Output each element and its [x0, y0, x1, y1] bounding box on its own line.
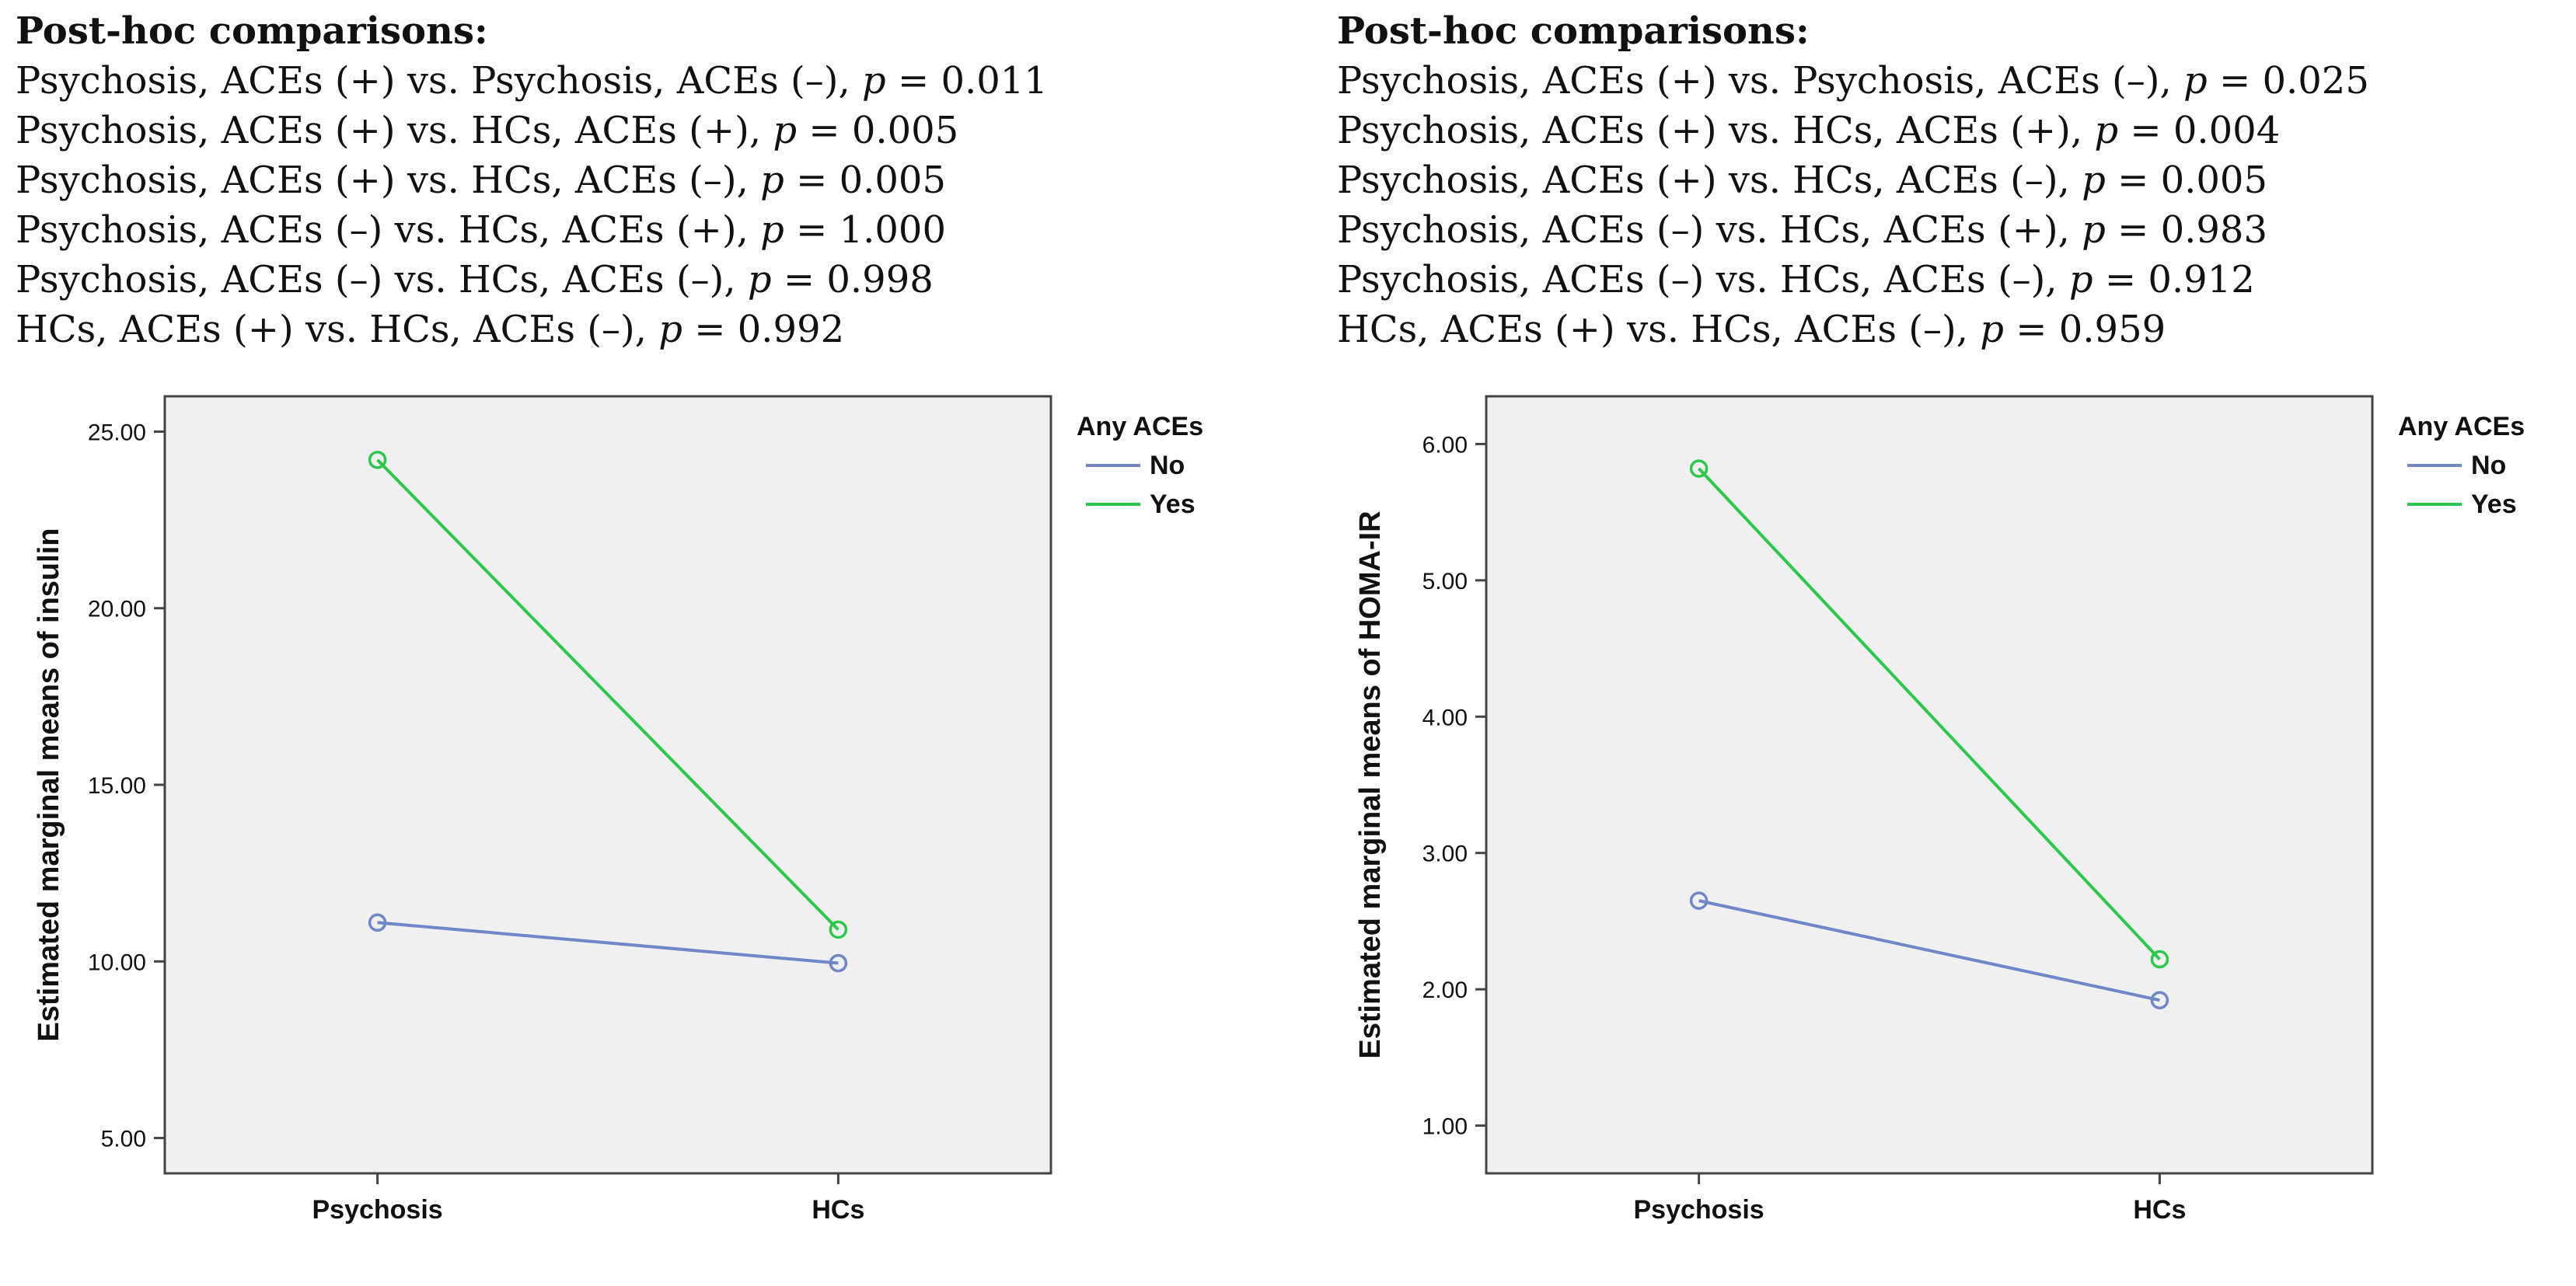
- data-point-no: [368, 913, 387, 932]
- y-tick-label: 10.00: [88, 950, 146, 975]
- y-tick-label: 4.00: [1422, 705, 1468, 730]
- comparison-line: Psychosis, ACEs (+) vs. Psychosis, ACEs …: [16, 59, 1048, 103]
- y-tick-label: 20.00: [88, 597, 146, 622]
- y-axis-label: Estimated marginal means of HOMA-IR: [1354, 511, 1387, 1058]
- legend-label-yes: Yes: [1150, 490, 1196, 519]
- y-tick-label: 25.00: [88, 420, 146, 445]
- x-tick-label: HCs: [2133, 1195, 2186, 1225]
- x-tick-label: Psychosis: [312, 1195, 442, 1225]
- comparison-line: HCs, ACEs (+) vs. HCs, ACEs (–), p = 0.9…: [1337, 308, 2166, 351]
- data-point-yes: [1689, 459, 1709, 478]
- y-tick-label: 5.00: [101, 1127, 146, 1152]
- y-tick-label: 5.00: [1422, 569, 1468, 594]
- homa-ir-panel: Post-hoc comparisons: Psychosis, ACEs (+…: [1321, 0, 2576, 1286]
- data-point-yes: [2150, 950, 2169, 969]
- series-line-no: [377, 921, 839, 965]
- legend-title: Any ACEs: [1077, 412, 1203, 441]
- comparisons-title: Post-hoc comparisons:: [16, 9, 488, 53]
- legend-title: Any ACEs: [2398, 412, 2525, 441]
- comparison-line: Psychosis, ACEs (+) vs. HCs, ACEs (–), p…: [1337, 159, 2268, 202]
- x-tick-label: HCs: [812, 1195, 864, 1225]
- legend-label-yes: Yes: [2471, 490, 2517, 519]
- data-point-no: [2150, 991, 2169, 1009]
- legend-label-no: No: [1150, 451, 1185, 480]
- y-axis-label: Estimated marginal means of insulin: [33, 528, 65, 1042]
- series-line-no: [1698, 899, 2160, 1002]
- y-tick-label: 3.00: [1422, 842, 1468, 867]
- insulin-line-chart: 5.00 10.00 15.00 20.00 25.00 Psychosis HCs Esti…: [33, 395, 1203, 1225]
- comparisons-title: Post-hoc comparisons:: [1337, 9, 1810, 53]
- plot-area: [1485, 395, 2374, 1175]
- data-point-no: [829, 953, 848, 973]
- data-point-yes: [829, 920, 848, 939]
- comparison-line: Psychosis, ACEs (–) vs. HCs, ACEs (–), p…: [1337, 258, 2255, 301]
- plot-area: [163, 395, 1052, 1175]
- comparison-line: Psychosis, ACEs (+) vs. HCs, ACEs (–), p…: [16, 159, 947, 202]
- y-tick-label: 1.00: [1422, 1114, 1468, 1140]
- series-line-yes: [376, 458, 839, 931]
- x-tick-label: Psychosis: [1633, 1195, 1764, 1225]
- data-point-no: [1689, 891, 1709, 910]
- comparison-line: Psychosis, ACEs (+) vs. HCs, ACEs (+), p…: [16, 109, 959, 152]
- y-tick-label: 15.00: [88, 773, 146, 799]
- insulin-panel: Post-hoc comparisons: Psychosis, ACEs (+…: [0, 0, 1275, 1286]
- post-hoc-comparisons: Post-hoc comparisons: Psychosis, ACEs (+…: [1337, 6, 2369, 354]
- comparison-line: HCs, ACEs (+) vs. HCs, ACEs (–), p = 0.9…: [16, 308, 845, 351]
- comparison-line: Psychosis, ACEs (–) vs. HCs, ACEs (–), p…: [16, 258, 934, 301]
- comparison-line: Psychosis, ACEs (+) vs. Psychosis, ACEs …: [1337, 59, 2369, 103]
- data-point-yes: [368, 451, 387, 469]
- series-line-yes: [1698, 467, 2161, 960]
- legend-label-no: No: [2471, 451, 2506, 480]
- comparison-line: Psychosis, ACEs (–) vs. HCs, ACEs (+), p…: [1337, 208, 2268, 252]
- comparison-line: Psychosis, ACEs (+) vs. HCs, ACEs (+), p…: [1337, 109, 2281, 152]
- post-hoc-comparisons: Post-hoc comparisons: Psychosis, ACEs (+…: [16, 6, 1048, 354]
- homa-ir-line-chart: 1.00 2.00 3.00 4.00 5.00 6.00 Psychosis HCs Esti…: [1354, 395, 2525, 1225]
- y-tick-label: 6.00: [1422, 432, 1468, 458]
- y-tick-label: 2.00: [1422, 978, 1468, 1003]
- comparison-line: Psychosis, ACEs (–) vs. HCs, ACEs (+), p…: [16, 208, 947, 252]
